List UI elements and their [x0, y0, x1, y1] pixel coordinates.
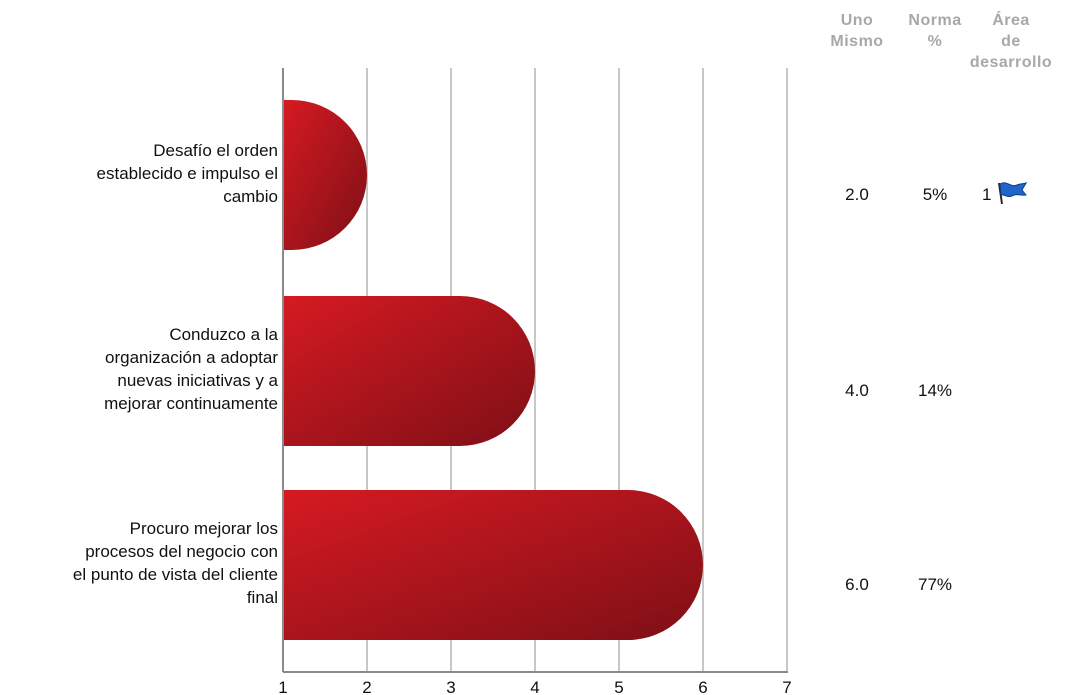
x-tick-label: 4: [530, 678, 539, 695]
category-label-line: organización a adoptar: [105, 348, 278, 367]
development-area: 1: [982, 181, 1029, 210]
header-norm: Norma %: [908, 12, 962, 50]
category-label-line: Procuro mejorar los: [129, 519, 278, 538]
category-label-line: procesos del negocio con: [85, 542, 278, 561]
category-label-line: Conduzco a la: [169, 325, 278, 344]
category-label-line: establecido e impulso el: [96, 163, 278, 183]
bar-chart: 1 2 3 4 5 6 7: [278, 68, 792, 695]
norm-percent: 77%: [917, 575, 953, 594]
blue-flag-icon: [995, 179, 1029, 210]
category-label: Conduzco a la organización a adoptar nueva…: [0, 323, 278, 415]
x-tick-label: 2: [362, 678, 371, 695]
x-tick-label: 6: [698, 678, 707, 695]
bar: [283, 296, 535, 446]
category-label-line: Desafío el orden: [153, 140, 278, 160]
self-score: 4.0: [845, 381, 869, 400]
x-tick-label: 7: [782, 678, 791, 695]
category-label-line: cambio: [223, 186, 278, 206]
category-label: Procuro mejorar los procesos del negocio …: [0, 517, 278, 609]
header-dev: Área de desarrollo: [969, 12, 1053, 71]
self-score: 6.0: [845, 575, 869, 594]
category-label-line: nuevas iniciativas y a: [117, 371, 278, 390]
category-label-line: final: [246, 588, 278, 607]
development-count: 1: [982, 185, 992, 204]
norm-percent: 14%: [917, 381, 953, 400]
category-label-line: mejorar continuamente: [104, 394, 278, 413]
bar: [283, 490, 703, 640]
self-score: 2.0: [845, 185, 869, 204]
category-label-line: el punto de vista del cliente: [72, 565, 278, 584]
x-tick-label: 5: [614, 678, 623, 695]
norm-percent: 5%: [922, 185, 948, 204]
bar: [283, 100, 367, 250]
x-tick-label: 1: [278, 678, 287, 695]
header-self: Uno Mismo: [830, 12, 884, 50]
category-label: Desafío el orden establecido e impulso el…: [0, 139, 278, 208]
x-tick-label: 3: [446, 678, 455, 695]
